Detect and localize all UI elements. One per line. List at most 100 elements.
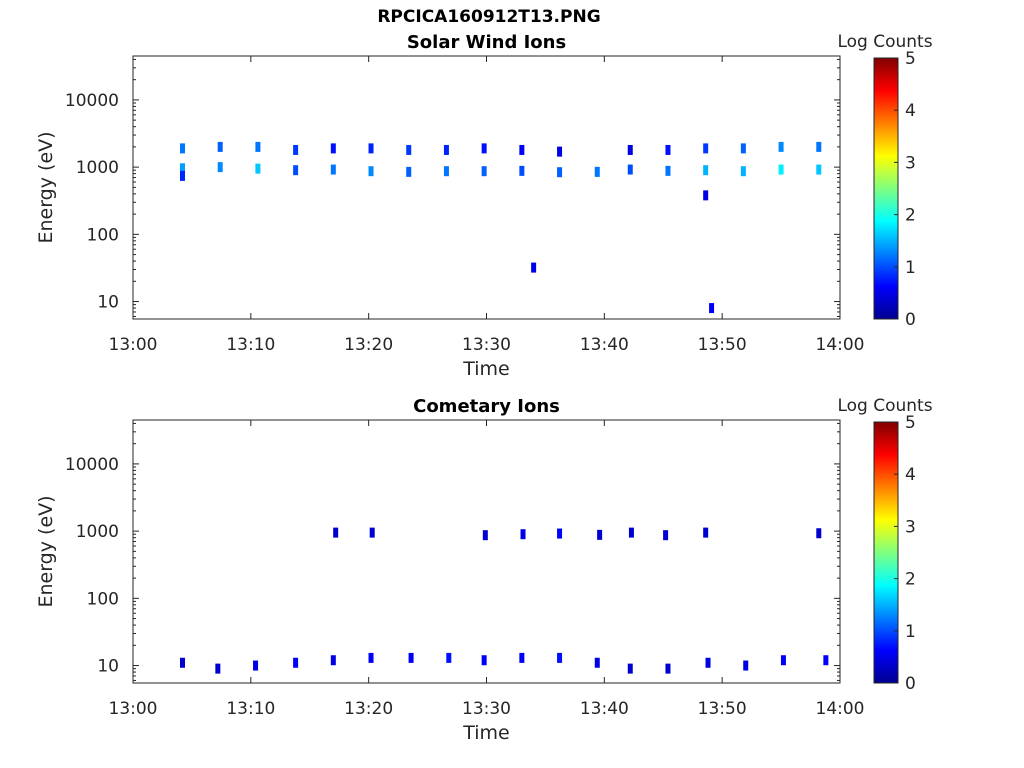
heatmap-cell: [627, 663, 633, 674]
y-tick-label: 1000: [76, 522, 119, 542]
heatmap-cell: [293, 165, 299, 176]
heatmap-cell: [816, 164, 822, 175]
heatmap-cells: [179, 141, 822, 314]
x-tick-label: 14:00: [816, 699, 865, 719]
heatmap-cell: [217, 162, 223, 173]
heatmap-cell: [778, 164, 784, 175]
y-tick-label: 1000: [76, 158, 119, 178]
colorbar-tick-label: 1: [905, 258, 916, 278]
heatmap-cell: [557, 146, 563, 157]
heatmap-cell: [330, 164, 336, 175]
x-tick-label: 13:30: [462, 699, 511, 719]
colorbar-tick-label: 5: [905, 413, 916, 433]
heatmap-cell: [665, 663, 671, 674]
colorbar-tick-label: 4: [905, 101, 916, 121]
heatmap-cell: [520, 529, 526, 540]
heatmap-cell: [179, 163, 185, 174]
heatmap-cell: [703, 190, 709, 201]
chart-panel-2: 13:00 13:10 13:20 13:30 13:40 13:50 14:0010100…: [35, 396, 933, 744]
heatmap-cell: [816, 528, 822, 539]
heatmap-cell: [443, 144, 449, 155]
colorbar-tick-label: 2: [905, 570, 916, 590]
heatmap-cell: [557, 528, 563, 539]
heatmap-cell: [705, 657, 711, 668]
x-tick-label: 13:00: [109, 699, 158, 719]
heatmap-cell: [293, 657, 299, 668]
heatmap-cell: [330, 655, 336, 666]
heatmap-cell: [703, 527, 709, 538]
heatmap-cell: [179, 143, 185, 154]
colorbar-tick-label: 2: [905, 206, 916, 226]
heatmap-cell: [255, 163, 261, 174]
x-tick-label: 13:40: [580, 335, 629, 355]
heatmap-cell: [408, 652, 414, 663]
x-axis-label: Time: [462, 722, 510, 744]
heatmap-cell: [253, 660, 259, 671]
heatmap-cell: [179, 657, 185, 668]
heatmap-cell: [293, 144, 299, 155]
heatmap-cell: [663, 530, 669, 541]
plot-frame: [132, 55, 841, 320]
x-tick-label: 13:20: [344, 335, 393, 355]
colorbar-tick-label: 3: [905, 517, 916, 537]
y-tick-label: 100: [87, 589, 119, 609]
colorbar-tick-label: 0: [905, 310, 916, 330]
y-axis-label: Energy (eV): [35, 131, 57, 243]
heatmap-cell: [627, 144, 633, 155]
heatmap-cell: [740, 166, 746, 177]
heatmap-cell: [406, 144, 412, 155]
heatmap-cell: [743, 660, 749, 671]
x-tick-label: 13:40: [580, 699, 629, 719]
heatmap-cell: [368, 166, 374, 177]
x-tick-label: 13:10: [226, 335, 275, 355]
colorbar-tick-label: 1: [905, 622, 916, 642]
heatmap-cells: [179, 527, 829, 674]
colorbar-gradient: [873, 421, 899, 684]
colorbar-tick-label: 5: [905, 49, 916, 69]
heatmap-cell: [333, 527, 339, 538]
heatmap-cell: [330, 143, 336, 154]
heatmap-cell: [519, 144, 525, 155]
heatmap-cell: [519, 165, 525, 176]
x-tick-label: 13:30: [462, 335, 511, 355]
heatmap-cell: [665, 165, 671, 176]
heatmap-cell: [481, 655, 487, 666]
heatmap-cell: [443, 166, 449, 177]
heatmap-cell: [780, 655, 786, 666]
colorbar-gradient: [873, 57, 899, 320]
y-tick-label: 10: [97, 657, 119, 677]
heatmap-cell: [627, 164, 633, 175]
x-tick-label: 13:10: [226, 699, 275, 719]
y-tick-label: 10000: [65, 455, 119, 475]
heatmap-cell: [597, 529, 603, 540]
y-tick-label: 10000: [65, 91, 119, 111]
heatmap-cell: [557, 652, 563, 663]
y-axis-label: Energy (eV): [35, 495, 57, 607]
heatmap-cell: [665, 144, 671, 155]
colorbar-tick-label: 4: [905, 465, 916, 485]
colorbar-tick-label: 0: [905, 674, 916, 694]
colorbar-tick-label: 3: [905, 153, 916, 173]
x-tick-label: 13:50: [698, 699, 747, 719]
heatmap-cell: [703, 165, 709, 176]
heatmap-cell: [740, 143, 746, 154]
heatmap-cell: [217, 141, 223, 152]
heatmap-cell: [628, 527, 634, 538]
heatmap-cell: [255, 141, 261, 152]
heatmap-cell: [215, 663, 221, 674]
heatmap-cell: [368, 652, 374, 663]
x-tick-label: 13:20: [344, 699, 393, 719]
heatmap-cell: [703, 143, 709, 154]
chart-panel-1: 13:00 13:10 13:20 13:30 13:40 13:50 14:0010100…: [35, 32, 933, 380]
heatmap-cell: [594, 166, 600, 177]
heatmap-cell: [519, 652, 525, 663]
heatmap-cell: [446, 652, 452, 663]
x-tick-label: 13:50: [698, 335, 747, 355]
heatmap-cell: [368, 143, 374, 154]
colorbar-label: Log Counts: [837, 396, 932, 416]
heatmap-cell: [823, 655, 829, 666]
chart-title: Cometary Ions: [413, 396, 560, 417]
